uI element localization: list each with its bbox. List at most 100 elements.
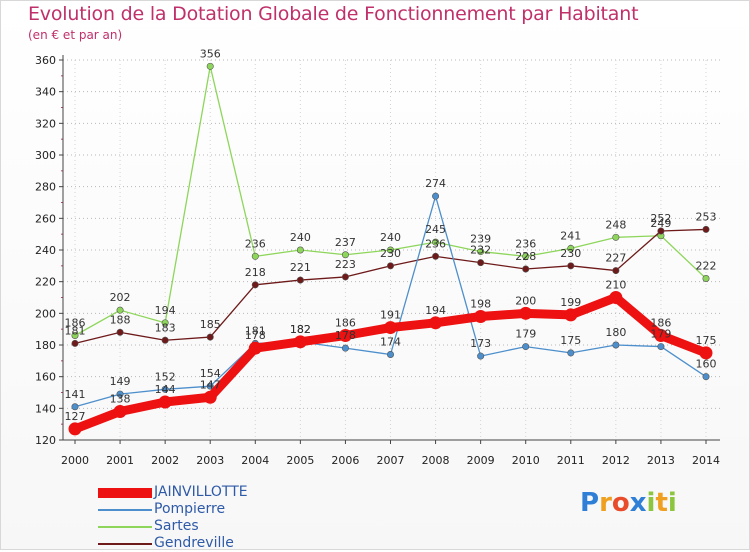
data-point: [522, 252, 530, 260]
data-label: 232: [470, 244, 491, 257]
y-tick-label: 300: [35, 149, 56, 162]
data-label: 240: [290, 231, 311, 244]
legend-swatch: [98, 509, 152, 511]
y-tick-label: 280: [35, 181, 56, 194]
brand-letter: t: [655, 488, 668, 518]
data-label: 223: [335, 258, 356, 271]
data-label: 152: [155, 370, 176, 383]
data-point: [477, 248, 485, 256]
data-label: 178: [335, 329, 356, 342]
x-tick-label: 2002: [151, 454, 179, 467]
data-point: [116, 306, 124, 314]
data-point: [341, 251, 349, 259]
data-point: [251, 252, 259, 260]
data-point: [71, 331, 79, 339]
x-tick-label: 2014: [692, 454, 720, 467]
data-point: [113, 405, 127, 418]
data-label: 274: [425, 177, 446, 190]
data-point: [474, 310, 488, 323]
data-label: 237: [335, 236, 356, 249]
data-label: 175: [696, 334, 717, 347]
data-labels: 127 138 144 147 178 182 186 191 194 198 200 199 210 1…: [65, 47, 717, 423]
y-tick-label: 140: [35, 402, 56, 415]
data-label: 200: [515, 294, 536, 307]
data-point: [564, 308, 578, 322]
data-label: 248: [605, 218, 626, 231]
data-label: 230: [380, 247, 401, 260]
data-label: 179: [650, 328, 671, 341]
data-label: 210: [605, 279, 626, 292]
data-point: [206, 333, 214, 341]
x-tick-label: 2006: [331, 454, 359, 467]
data-point: [519, 306, 533, 320]
data-point: [251, 281, 259, 289]
data-point: [567, 262, 575, 270]
data-label: 185: [200, 318, 221, 331]
data-point: [612, 341, 620, 349]
data-point: [116, 328, 124, 336]
data-label: 127: [65, 410, 86, 423]
data-label: 194: [155, 304, 176, 317]
data-point: [206, 62, 214, 70]
data-label: 182: [290, 323, 311, 336]
data-label: 178: [245, 329, 266, 342]
legend-label: Gendreville: [154, 535, 234, 551]
data-label: 186: [335, 317, 356, 330]
brand-logo: Proxiti: [580, 488, 677, 518]
data-point: [338, 329, 352, 342]
data-label: 245: [425, 223, 446, 236]
data-label: 228: [515, 250, 536, 263]
chart-title: Evolution de la Dotation Globale de Fonc…: [28, 3, 639, 25]
y-tick-label: 360: [35, 54, 56, 67]
data-label: 183: [155, 321, 176, 334]
data-label: 141: [65, 388, 86, 401]
data-label: 240: [380, 231, 401, 244]
y-tick-label: 260: [35, 212, 56, 225]
data-point: [567, 349, 575, 357]
data-point: [161, 336, 169, 344]
data-point: [293, 335, 307, 349]
data-point: [654, 329, 668, 342]
data-label: 181: [65, 324, 86, 337]
data-label: 194: [425, 304, 446, 317]
data-label: 174: [380, 336, 401, 349]
data-point: [567, 244, 575, 252]
x-tick-label: 2010: [512, 454, 540, 467]
data-point: [702, 373, 710, 381]
data-label: 186: [65, 317, 86, 330]
legend-swatch: [98, 488, 152, 498]
data-point: [522, 343, 530, 351]
y-tick-label: 160: [35, 371, 56, 384]
brand-letter: r: [599, 488, 612, 518]
data-label: 147: [200, 378, 221, 391]
y-tick-label: 220: [35, 276, 56, 289]
data-label: 188: [110, 313, 131, 326]
data-point: [432, 252, 440, 260]
data-point: [386, 262, 394, 270]
x-tick-label: 2007: [377, 454, 405, 467]
data-label: 186: [650, 317, 671, 330]
data-point: [161, 385, 169, 393]
data-label: 236: [515, 237, 536, 250]
data-point: [429, 316, 443, 330]
data-point: [432, 192, 440, 200]
data-label: 218: [245, 266, 266, 279]
x-tick-label: 2005: [286, 454, 314, 467]
y-tick-label: 240: [35, 244, 56, 257]
data-label: 144: [155, 383, 176, 396]
data-point: [386, 246, 394, 254]
series-group: [68, 62, 713, 436]
axes: 120 140 160 180 200 220 240 260 280 300 320 340 360 2…: [35, 54, 720, 467]
x-tick-label: 2009: [467, 454, 495, 467]
legend-swatch: [98, 543, 152, 545]
x-tick-label: 2013: [647, 454, 675, 467]
data-point: [699, 346, 713, 360]
brand-letter: i: [646, 488, 656, 518]
data-label: 236: [425, 237, 446, 250]
data-label: 202: [110, 291, 131, 304]
y-tick-label: 320: [35, 117, 56, 130]
data-label: 198: [470, 298, 491, 311]
data-label: 154: [200, 367, 221, 380]
data-label: 222: [696, 260, 717, 273]
data-label: 249: [650, 217, 671, 230]
